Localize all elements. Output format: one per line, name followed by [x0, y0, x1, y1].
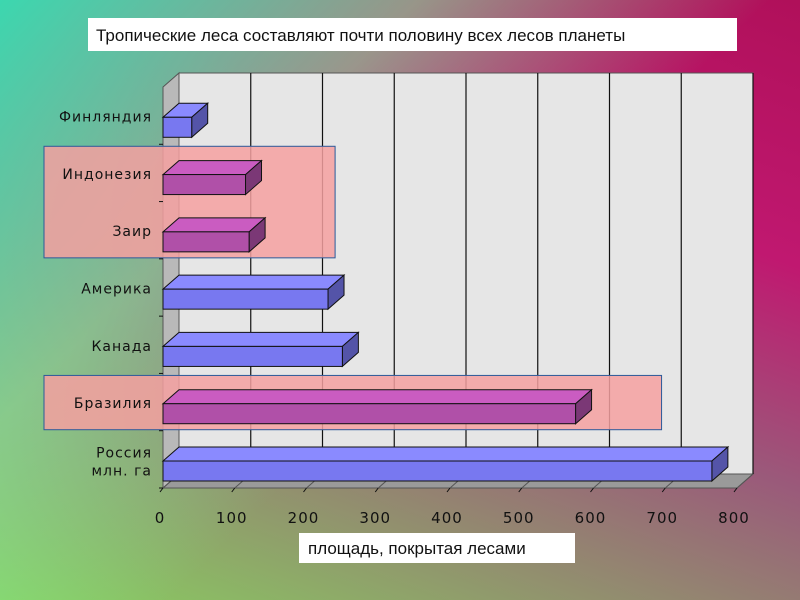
- x-tick-label: 400: [431, 509, 463, 527]
- axis-tick: [518, 487, 523, 493]
- bar-top-face: [161, 331, 360, 347]
- axis-tick: [661, 487, 666, 493]
- category-label: Канада: [91, 339, 152, 355]
- category-label: Финляндия: [59, 110, 152, 126]
- category-label: Россия: [96, 445, 152, 461]
- axis-tick: [231, 487, 236, 493]
- bar-top-face: [161, 217, 267, 233]
- bar-front-face: [162, 174, 247, 196]
- axis-tick: [374, 487, 379, 493]
- bar-top-face: [161, 160, 263, 176]
- bar: [161, 331, 360, 368]
- category-label: Индонезия: [62, 167, 152, 183]
- x-tick-label: 800: [718, 509, 750, 527]
- axis-tick: [733, 487, 738, 493]
- x-tick-label: 200: [288, 509, 320, 527]
- bar-top-face: [161, 446, 730, 462]
- unit-label: млн. га: [92, 463, 153, 479]
- chart-title: Тропические леса составляют почти полови…: [88, 18, 737, 51]
- bar-front-face: [162, 460, 713, 482]
- bar-front-face: [162, 231, 250, 253]
- x-tick-label: 300: [359, 509, 391, 527]
- category-label: Заир: [112, 224, 152, 240]
- category-label: Бразилия: [74, 396, 152, 412]
- axis-tick: [590, 487, 594, 493]
- axis-tick: [446, 487, 451, 493]
- bar-top-face: [161, 389, 593, 405]
- bar: [161, 388, 593, 425]
- x-tick-label: 100: [216, 509, 248, 527]
- x-tick-label: 700: [646, 509, 678, 527]
- bar: [161, 274, 346, 311]
- bar: [161, 102, 210, 139]
- bar: [161, 445, 730, 483]
- floor-tick: [736, 473, 754, 489]
- axis-tick: [303, 487, 307, 493]
- bar-front-face: [162, 116, 193, 138]
- axis-tick: [159, 487, 164, 493]
- bar: [161, 159, 263, 196]
- bar-front-face: [162, 403, 577, 425]
- bar-top-face: [161, 274, 346, 290]
- bar-front-face: [162, 345, 343, 367]
- x-axis-label: площадь, покрытая лесами: [299, 533, 575, 563]
- bar-front-face: [162, 288, 329, 310]
- bar: [161, 216, 267, 253]
- x-tick-label: 500: [503, 509, 535, 527]
- x-tick-label: 0: [155, 509, 166, 527]
- category-label: Америка: [81, 282, 152, 298]
- x-tick-label: 600: [575, 509, 607, 527]
